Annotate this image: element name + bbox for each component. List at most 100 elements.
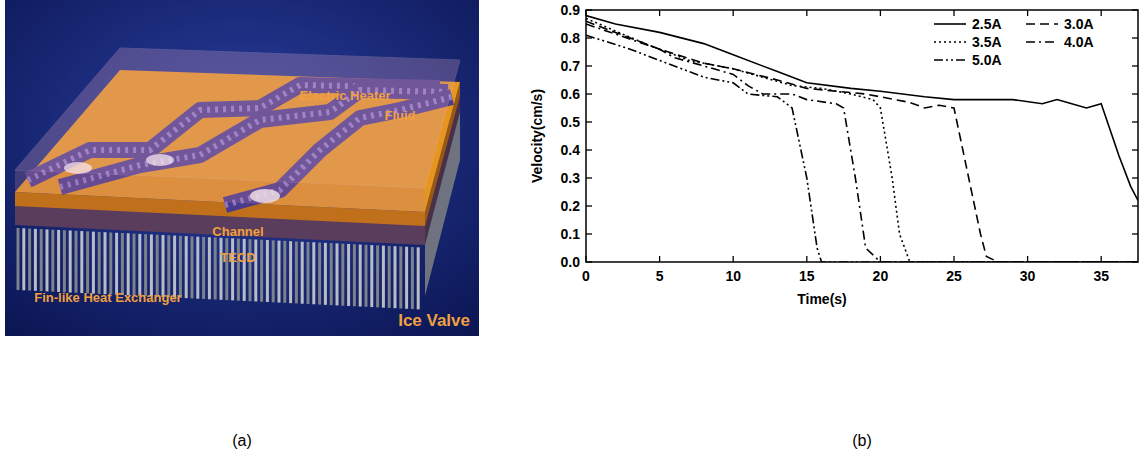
image-background xyxy=(5,0,479,336)
fin xyxy=(214,238,217,300)
x-tick xyxy=(659,256,660,262)
legend-swatch xyxy=(1026,23,1058,25)
series-line xyxy=(586,24,1138,262)
y-tick-label: 0.6 xyxy=(561,86,581,102)
y-tick xyxy=(586,65,592,66)
legend-label: 3.5A xyxy=(972,34,1002,50)
series-line xyxy=(586,16,1138,201)
fin xyxy=(220,238,223,300)
y-tick-label: 0.2 xyxy=(561,198,581,214)
x-tick-label: 25 xyxy=(946,268,962,284)
fin xyxy=(289,241,292,303)
y-tick-right xyxy=(1132,149,1138,150)
fin xyxy=(417,247,420,309)
panel-b: 051015202530350.00.10.20.30.40.50.60.70.… xyxy=(529,2,1138,307)
x-tick-label: 10 xyxy=(725,268,741,284)
fin xyxy=(115,233,118,295)
fin xyxy=(266,240,269,302)
y-tick-label: 0.0 xyxy=(561,254,581,270)
fin xyxy=(17,228,20,290)
fin xyxy=(133,234,136,296)
fin xyxy=(336,243,339,305)
y-tick-label: 0.9 xyxy=(561,2,581,18)
y-tick-right xyxy=(1132,121,1138,122)
x-tick-top xyxy=(880,10,881,16)
fin xyxy=(225,238,228,300)
panel-a: Electric HeaterFluidChannelTECDFin-like … xyxy=(5,0,479,336)
y-tick-label: 0.8 xyxy=(561,30,581,46)
diagram-label: Fin-like Heat Exchanger xyxy=(34,290,181,305)
fin xyxy=(34,229,37,291)
heater-front xyxy=(15,170,425,212)
fin xyxy=(51,230,54,292)
fin xyxy=(167,235,170,297)
x-tick xyxy=(733,256,734,262)
legend-label: 5.0A xyxy=(972,52,1002,68)
x-tick-top xyxy=(1101,10,1102,16)
x-tick-label: 5 xyxy=(656,268,664,284)
y-tick-right xyxy=(1132,37,1138,38)
series-line xyxy=(586,35,1138,262)
y-tick-label: 0.3 xyxy=(561,170,581,186)
x-tick-top xyxy=(1027,10,1028,16)
fin xyxy=(156,235,159,297)
fin xyxy=(104,232,107,294)
fin xyxy=(301,242,304,304)
fin xyxy=(69,231,72,293)
fin xyxy=(312,242,315,304)
legend-label: 4.0A xyxy=(1064,34,1094,50)
y-tick xyxy=(586,205,592,206)
fin xyxy=(394,246,397,308)
y-tick xyxy=(586,177,592,178)
fin xyxy=(185,236,188,298)
fin xyxy=(399,246,402,308)
fin xyxy=(191,236,194,298)
x-tick-top xyxy=(806,10,807,16)
series-group xyxy=(586,16,1138,262)
fin xyxy=(376,245,379,307)
legend-swatch xyxy=(1026,41,1058,43)
fin xyxy=(121,233,124,295)
x-tick-top xyxy=(659,10,660,16)
fin xyxy=(179,236,182,298)
legend-label: 3.0A xyxy=(1064,16,1094,32)
x-tick xyxy=(1027,256,1028,262)
x-tick-top xyxy=(733,10,734,16)
legend-swatch xyxy=(934,41,966,43)
fin xyxy=(98,232,101,294)
fin xyxy=(28,229,31,291)
y-tick xyxy=(586,149,592,150)
fin xyxy=(231,238,234,300)
fin xyxy=(243,239,246,301)
fin xyxy=(46,229,49,291)
x-tick-label: 0 xyxy=(582,268,590,284)
fin xyxy=(92,232,95,294)
fin xyxy=(249,239,252,301)
y-tick-right xyxy=(1132,205,1138,206)
x-tick xyxy=(806,256,807,262)
fin xyxy=(75,231,78,293)
fin xyxy=(283,241,286,303)
y-tick xyxy=(586,93,592,94)
panel-label: (b) xyxy=(852,432,872,449)
fin xyxy=(173,236,176,298)
x-tick xyxy=(1101,256,1102,262)
y-tick-right xyxy=(1132,93,1138,94)
fin xyxy=(208,237,211,299)
fin xyxy=(57,230,60,292)
fin xyxy=(318,243,321,305)
fin xyxy=(22,228,25,290)
legend: 2.5A3.0A3.5A4.0A5.0A xyxy=(934,16,1094,68)
series-line xyxy=(586,21,1138,262)
fin xyxy=(272,240,275,302)
fin xyxy=(370,245,373,307)
series-line xyxy=(586,18,1138,262)
fin xyxy=(347,244,350,306)
y-tick-label: 0.4 xyxy=(561,142,581,158)
x-axis-title: Time(s) xyxy=(797,291,847,307)
fin xyxy=(202,237,205,299)
fin xyxy=(150,234,153,296)
y-tick-label: 0.5 xyxy=(561,114,581,130)
diagram-label: Electric Heater xyxy=(299,88,390,103)
fin xyxy=(162,235,165,297)
